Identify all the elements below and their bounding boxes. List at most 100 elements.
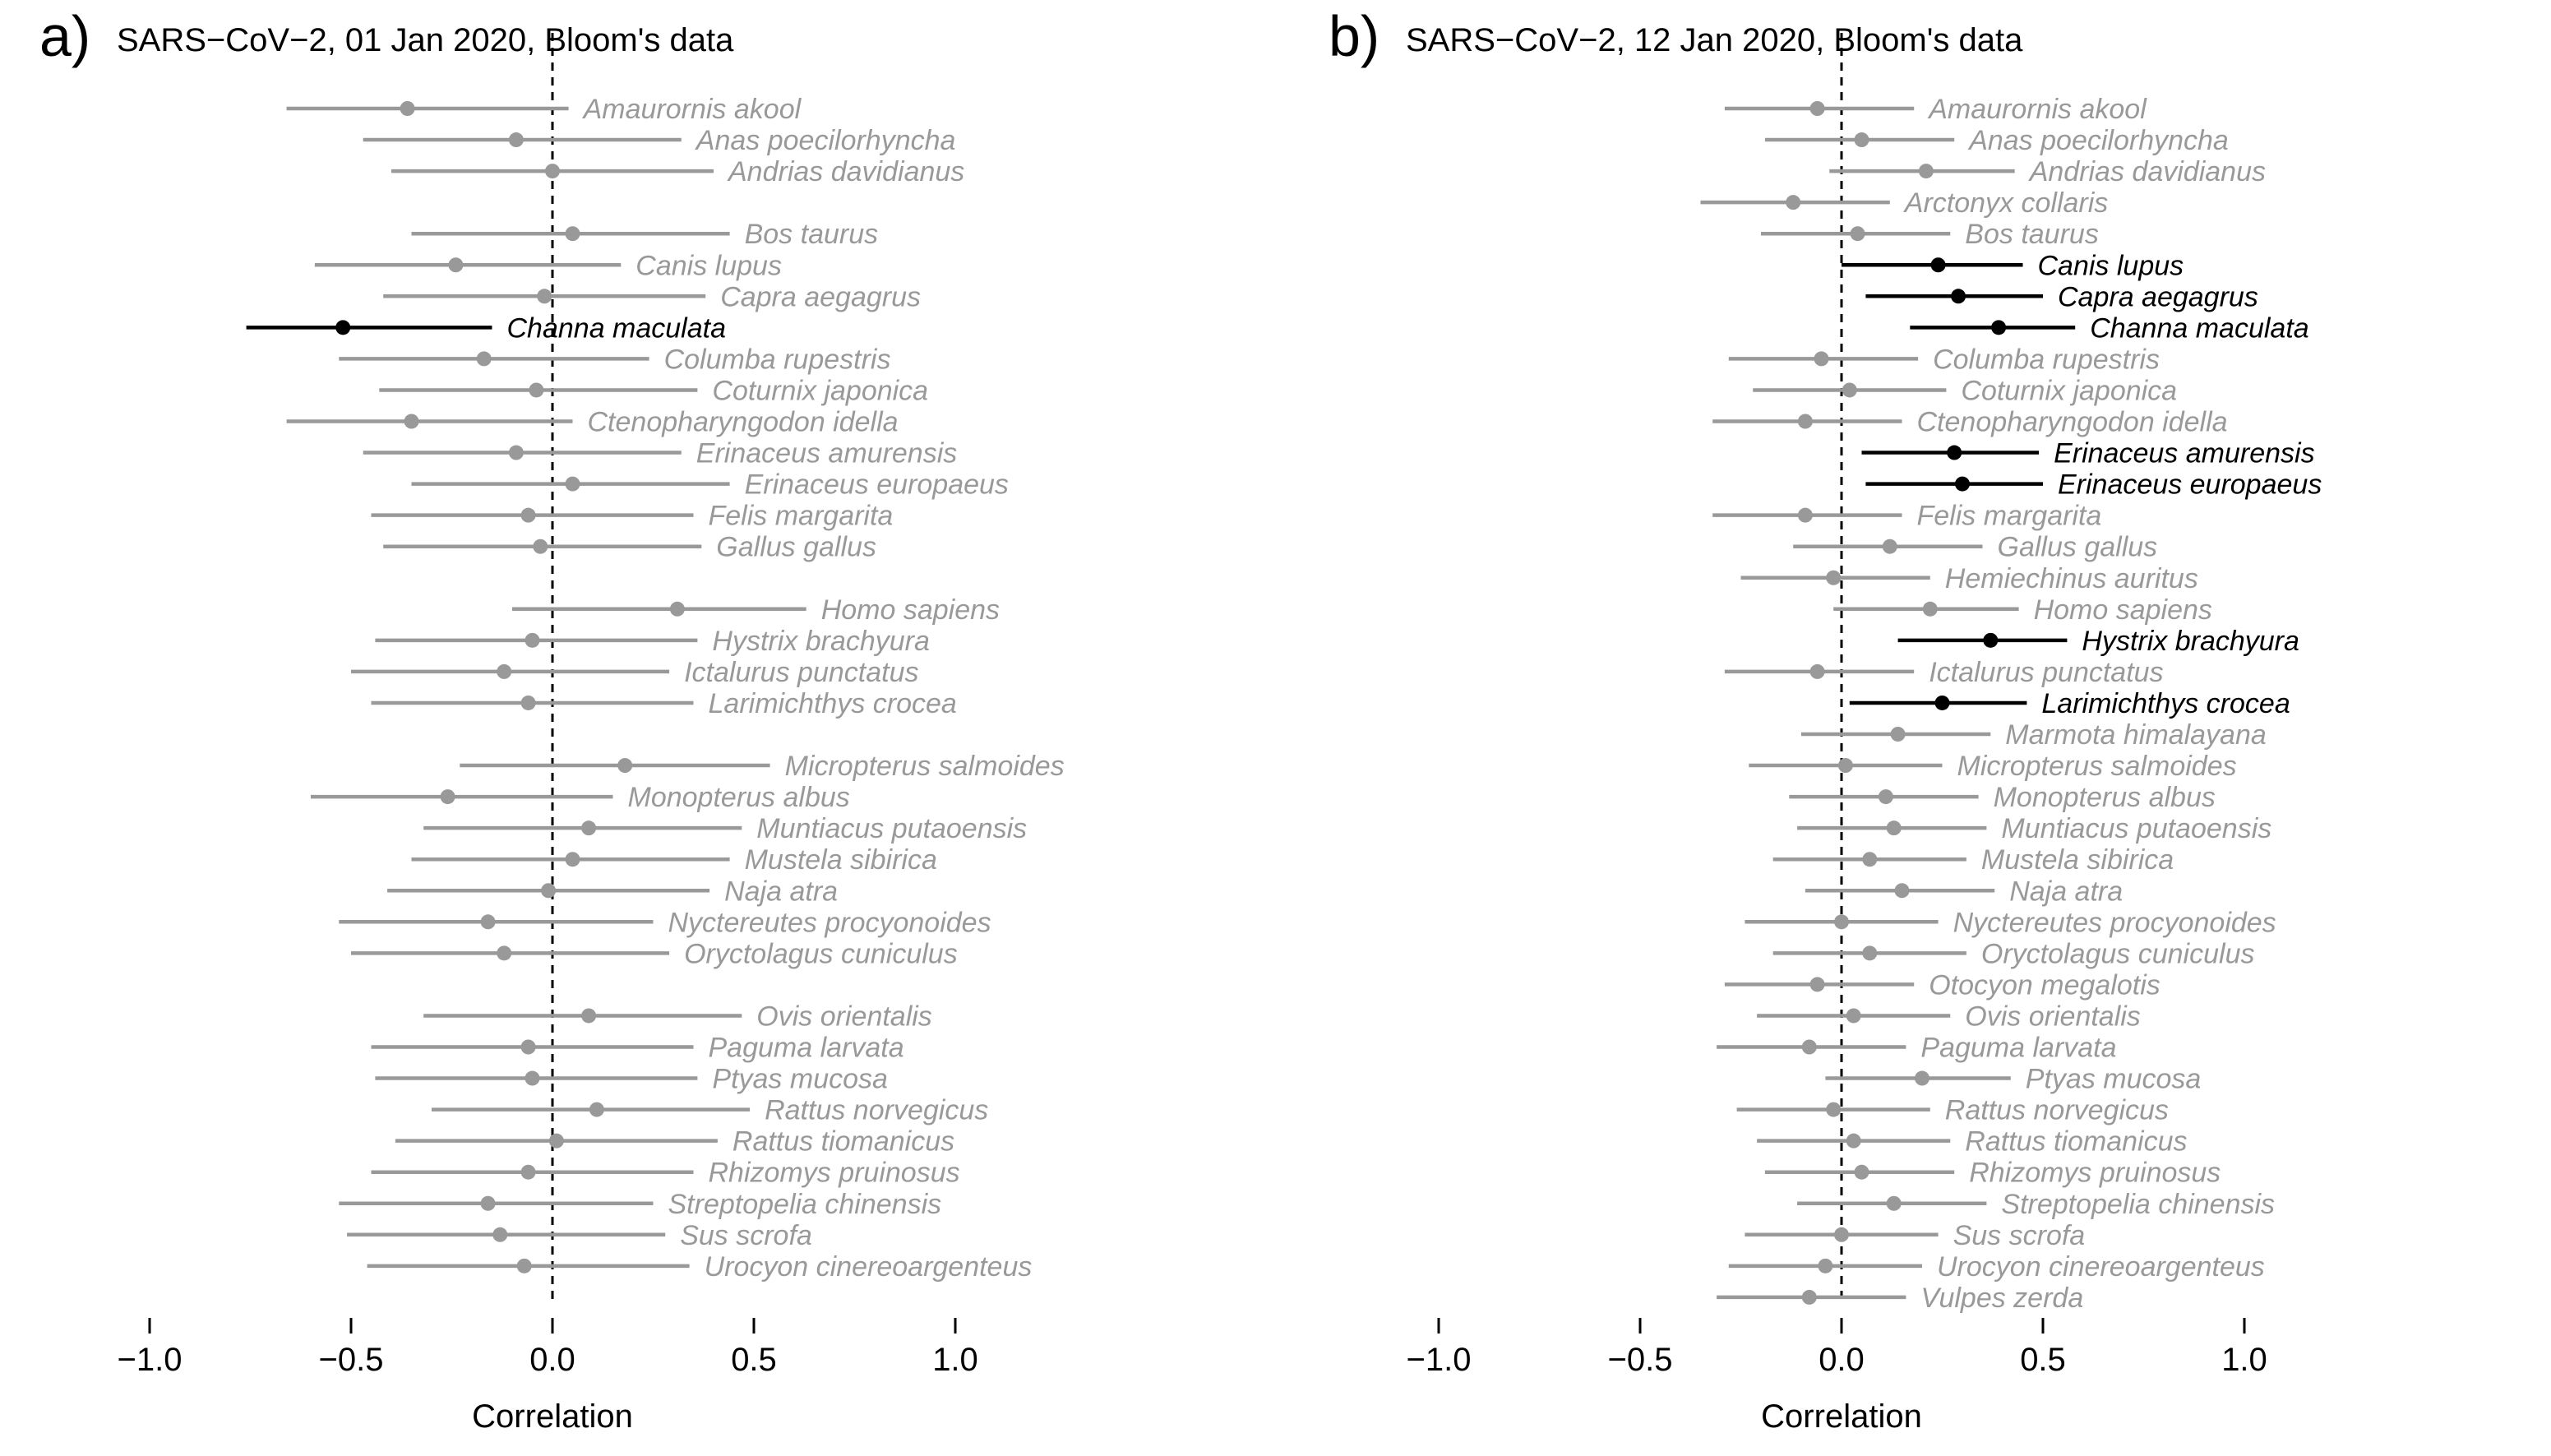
panel-b-x-tick-label: −1.0: [1407, 1342, 1472, 1378]
panel-a-species-label: Hystrix brachyura: [712, 626, 930, 657]
panel-b-species-label: Channa maculata: [2090, 312, 2309, 344]
panel-a: a) SARS−CoV−2, 01 Jan 2020, Bloom's data…: [39, 4, 1065, 1435]
panel-a-estimate-point: [669, 601, 685, 617]
panel-a-species-label: Bos taurus: [745, 219, 879, 250]
panel-a-species-label: Rattus norvegicus: [765, 1095, 988, 1126]
panel-b-species-label: Rattus norvegicus: [1945, 1095, 2169, 1126]
panel-a-species-label: Micropterus salmoides: [785, 751, 1065, 782]
panel-b-estimate-point: [1890, 727, 1906, 742]
panel-b-title: SARS−CoV−2, 12 Jan 2020, Bloom's data: [1406, 22, 2023, 58]
panel-a-species-label: Rattus tiomanicus: [732, 1126, 954, 1158]
panel-b-species-label: Andrias davidianus: [2028, 156, 2266, 187]
panel-a-estimate-point: [516, 1258, 532, 1273]
panel-a-estimate-point: [541, 883, 557, 899]
panel-a-species-label: Erinaceus europaeus: [745, 469, 1009, 501]
panel-a-estimate-point: [520, 1164, 536, 1180]
panel-a-species-label: Mustela sibirica: [745, 844, 937, 876]
panel-a-species-label: Oryctolagus cuniculus: [684, 938, 958, 969]
panel-a-species-label: Felis margarita: [709, 501, 894, 532]
panel-b-species-label: Ptyas mucosa: [2026, 1064, 2202, 1095]
panel-b-species-label: Hemiechinus auritus: [1945, 563, 2198, 594]
panel-b-species-label: Rhizomys pruinosus: [1969, 1158, 2221, 1189]
panel-b-species-label: Columba rupestris: [1933, 344, 2160, 375]
panel-a-species-label: Monopterus albus: [628, 782, 850, 813]
panel-b-estimate-point: [1991, 320, 2007, 335]
panel-b-species-label: Nyctereutes procyonoides: [1953, 907, 2276, 938]
panel-b-x-tick-label: −0.5: [1608, 1342, 1673, 1378]
panel-a-estimate-point: [617, 758, 633, 774]
panel-a-species-label: Urocyon cinereoargenteus: [705, 1251, 1033, 1283]
panel-b-letter: b): [1329, 4, 1379, 68]
panel-a-x-tick-label: −0.5: [319, 1342, 384, 1378]
panel-b-estimate-point: [1797, 414, 1813, 429]
panel-b-estimate-point: [1922, 601, 1938, 617]
panel-b-estimate-point: [1801, 1289, 1817, 1305]
panel-b-species-label: Paguma larvata: [1920, 1033, 2116, 1064]
panel-a-species-label: Naja atra: [724, 876, 838, 907]
panel-b-estimate-point: [1951, 289, 1966, 304]
panel-b-species-label: Ctenopharyngodon idella: [1917, 407, 2228, 438]
panel-b-species-label: Erinaceus europaeus: [2058, 469, 2322, 501]
panel-b-estimate-point: [1882, 538, 1897, 554]
panel-a-species-label: Channa maculata: [507, 312, 727, 344]
panel-a-x-tick-label: 0.0: [529, 1342, 575, 1378]
panel-b-estimate-point: [1826, 1102, 1842, 1117]
panel-a-estimate-point: [525, 632, 540, 648]
panel-a-estimate-point: [529, 382, 544, 398]
panel-a-x-tick-label: −1.0: [118, 1342, 183, 1378]
panel-a-estimate-point: [404, 414, 419, 429]
panel-b-estimate-point: [1854, 1164, 1869, 1180]
panel-b-species-label: Coturnix japonica: [1961, 375, 2177, 406]
panel-b-species-label: Vulpes zerda: [1920, 1283, 2083, 1314]
panel-a-species-label: Canis lupus: [635, 250, 782, 281]
panel-a-species-label: Ovis orientalis: [756, 1001, 932, 1032]
panel-b-species-label: Urocyon cinereoargenteus: [1937, 1251, 2265, 1283]
panel-b-x-tick-label: 1.0: [2221, 1342, 2267, 1378]
panel-b-estimate-point: [1934, 695, 1950, 710]
panel-a-species-label: Capra aegagrus: [720, 281, 921, 312]
panel-b-species-label: Ovis orientalis: [1965, 1001, 2141, 1032]
panel-a-estimate-point: [581, 1008, 597, 1024]
panel-b-estimate-point: [1886, 820, 1902, 836]
panel-b-estimate-point: [1894, 883, 1910, 899]
panel-b-x-tick-label: 0.5: [2020, 1342, 2066, 1378]
panel-b-species-label: Capra aegagrus: [2058, 281, 2258, 312]
panel-b-estimate-point: [1797, 507, 1813, 523]
panel-a-estimate-point: [525, 1070, 540, 1086]
panel-a-species-label: Columba rupestris: [664, 344, 891, 375]
panel-b-species-label: Felis margarita: [1917, 501, 2102, 532]
panel-b-species-label: Muntiacus putaoensis: [2001, 813, 2271, 844]
panel-a-estimate-point: [492, 1227, 508, 1242]
panel-a-x-tick-label: 0.5: [731, 1342, 777, 1378]
panel-a-species-label: Anas poecilorhyncha: [695, 125, 956, 156]
panel-b-estimate-point: [1818, 1258, 1833, 1273]
panel-b-estimate-point: [1826, 570, 1842, 585]
panel-b-species-label: Hystrix brachyura: [2082, 626, 2299, 657]
panel-a-estimate-point: [476, 351, 492, 367]
panel-b-x-axis-label: Correlation: [1761, 1398, 1922, 1435]
panel-a-estimate-point: [508, 132, 524, 148]
panel-b-estimate-point: [1801, 1039, 1817, 1055]
panel-a-species-label: Ctenopharyngodon idella: [588, 407, 899, 438]
panel-b-estimate-point: [1983, 632, 1999, 648]
panel-b-species-label: Ictalurus punctatus: [1929, 657, 2163, 688]
panel-b-species-label: Homo sapiens: [2034, 594, 2212, 626]
panel-b-estimate-point: [1862, 945, 1878, 961]
panel-a-estimate-point: [533, 538, 548, 554]
panel-b-estimate-point: [1850, 226, 1865, 242]
panel-b-estimate-point: [1915, 1070, 1929, 1086]
panel-b-estimate-point: [1918, 164, 1934, 179]
panel-a-species-label: Amaurornis akool: [582, 94, 802, 125]
panel-a-estimate-point: [497, 945, 512, 961]
panel-a-estimate-point: [497, 663, 512, 679]
panel-b-estimate-point: [1834, 1227, 1849, 1242]
panel-b-species-label: Otocyon megalotis: [1929, 969, 2160, 1001]
panel-b-estimate-point: [1834, 914, 1849, 930]
panel-a-species-label: Sus scrofa: [680, 1220, 812, 1251]
panel-a-estimate-point: [480, 914, 496, 930]
panel-b-estimate-point: [1842, 382, 1857, 398]
panel-a-species-label: Homo sapiens: [821, 594, 1000, 626]
panel-b-estimate-point: [1854, 132, 1869, 148]
panel-b-species-label: Larimichthys crocea: [2041, 688, 2290, 719]
